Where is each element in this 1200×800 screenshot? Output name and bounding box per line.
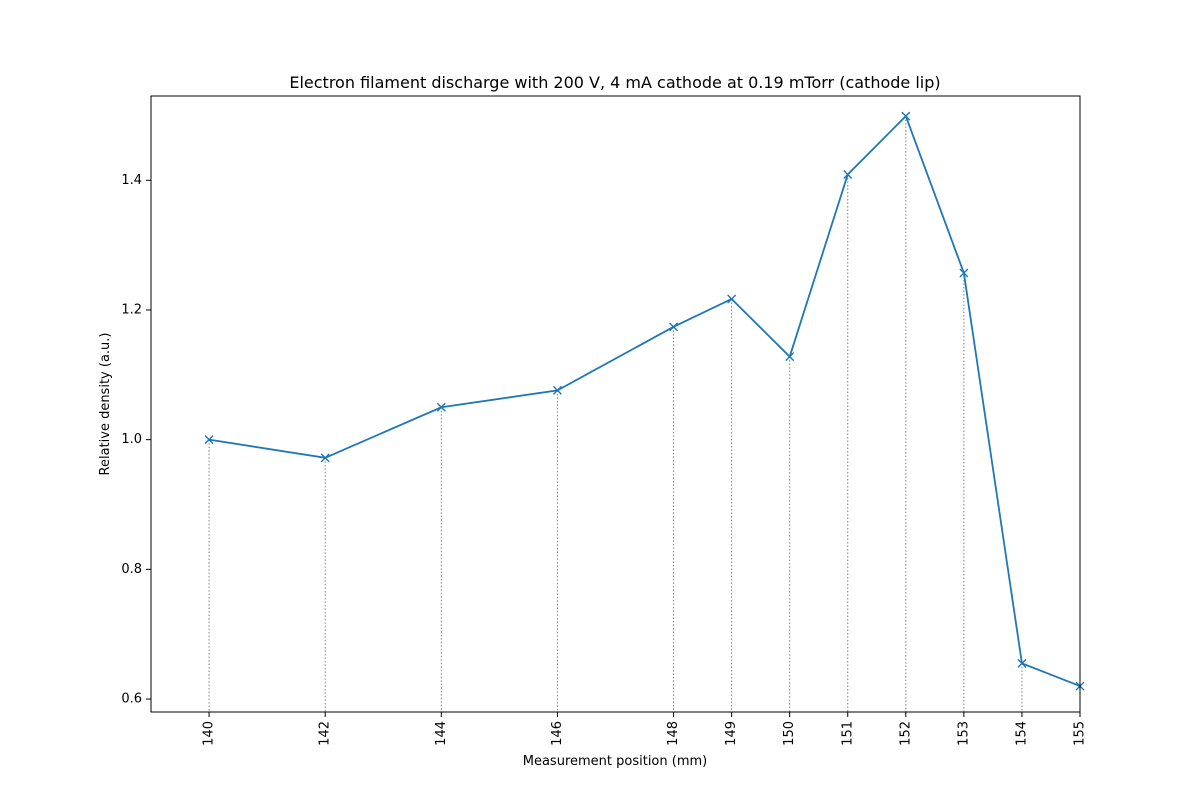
y-tick-label: 1.0: [121, 432, 142, 447]
y-axis-label: Relative density (a.u.): [98, 333, 113, 476]
data-point-marker: [785, 352, 795, 362]
data-point-marker: [1017, 658, 1027, 668]
data-point-marker: [436, 402, 446, 412]
x-tick-label: 142: [318, 721, 333, 746]
data-point-marker: [552, 385, 562, 395]
plot-area: [150, 95, 1085, 713]
y-tick-label: 1.4: [121, 173, 142, 188]
x-tick-label: 149: [724, 721, 739, 746]
plot-frame: [150, 95, 1081, 713]
x-tick-label: 146: [550, 721, 565, 746]
y-axis-ticks: 0.6 0.8 1.0 1.2 1.4: [121, 173, 151, 707]
x-axis-label: Measurement position (mm): [523, 754, 707, 769]
x-tick-label: 153: [956, 721, 971, 746]
y-tick-label: 0.8: [121, 562, 142, 577]
data-point-marker: [901, 111, 911, 121]
plot-background: [151, 96, 1080, 712]
x-tick-label: 140: [202, 721, 217, 746]
data-point-marker: [959, 268, 969, 278]
x-tick-label: 155: [1073, 721, 1088, 746]
x-tick-label: 150: [782, 721, 797, 746]
x-tick-label: 152: [898, 721, 913, 746]
data-point-marker: [204, 435, 214, 445]
y-tick-label: 1.2: [121, 302, 142, 317]
x-tick-label: 154: [1014, 721, 1029, 746]
data-point-marker: [320, 453, 330, 463]
series-line: [208, 114, 1081, 687]
series-markers: [204, 111, 1085, 691]
data-point-marker: [669, 322, 679, 332]
y-tick-label: 0.6: [121, 692, 142, 707]
drop-lines: [208, 116, 1081, 712]
chart-title: Electron filament discharge with 200 V, …: [289, 73, 940, 92]
x-tick-label: 148: [666, 721, 681, 746]
data-point-marker: [843, 169, 853, 179]
x-axis-ticks: 140 142 144 146 148 149 150 151 152 153 154 155: [202, 712, 1088, 746]
x-tick-label: 151: [840, 721, 855, 746]
x-tick-label: 144: [434, 721, 449, 746]
data-point-marker: [727, 294, 737, 304]
